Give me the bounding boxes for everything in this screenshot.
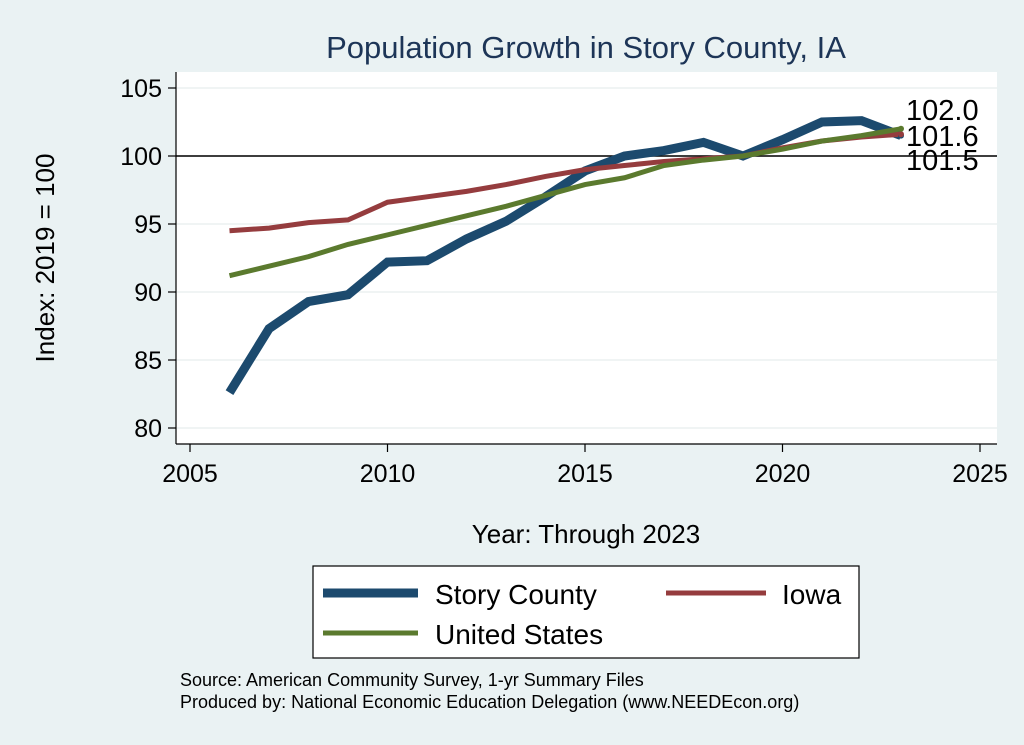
y-tick-label: 80 xyxy=(134,415,162,443)
y-tick-label: 95 xyxy=(134,211,162,239)
legend-box xyxy=(312,565,860,659)
y-tick-label: 85 xyxy=(134,347,162,375)
legend: Story County Iowa United States xyxy=(312,565,860,659)
y-tick-label: 100 xyxy=(120,143,162,171)
end-label: 101.5 xyxy=(906,145,979,177)
y-tick-label: 105 xyxy=(120,75,162,103)
series-line xyxy=(225,116,903,396)
x-tick-label: 2015 xyxy=(557,460,613,488)
series-end-marker xyxy=(898,125,904,132)
legend-label: Story County xyxy=(435,579,597,610)
legend-label: Iowa xyxy=(782,579,842,610)
legend-label: United States xyxy=(435,619,603,650)
series-end-marker xyxy=(898,131,904,138)
y-tick-label: 90 xyxy=(134,279,162,307)
x-tick-label: 2020 xyxy=(755,460,811,488)
series-line xyxy=(228,126,902,279)
axes: 80 85 90 95 100 105 2005 2010 2015 2020 2025 xyxy=(120,72,1008,488)
x-tick-label: 2025 xyxy=(952,460,1008,488)
producer-note: Produced by: National Economic Education… xyxy=(180,692,799,712)
x-tick-label: 2010 xyxy=(360,460,416,488)
x-tick-label: 2005 xyxy=(162,460,218,488)
x-axis-title: Year: Through 2023 xyxy=(472,519,700,549)
series-lines xyxy=(225,116,904,396)
y-axis-title: Index: 2019 = 100 xyxy=(30,154,60,363)
end-label: 101.6 xyxy=(906,121,979,153)
chart-title: Population Growth in Story County, IA xyxy=(326,30,846,65)
end-label: 102.0 xyxy=(906,95,979,127)
source-note: Source: American Community Survey, 1-yr … xyxy=(180,670,644,690)
